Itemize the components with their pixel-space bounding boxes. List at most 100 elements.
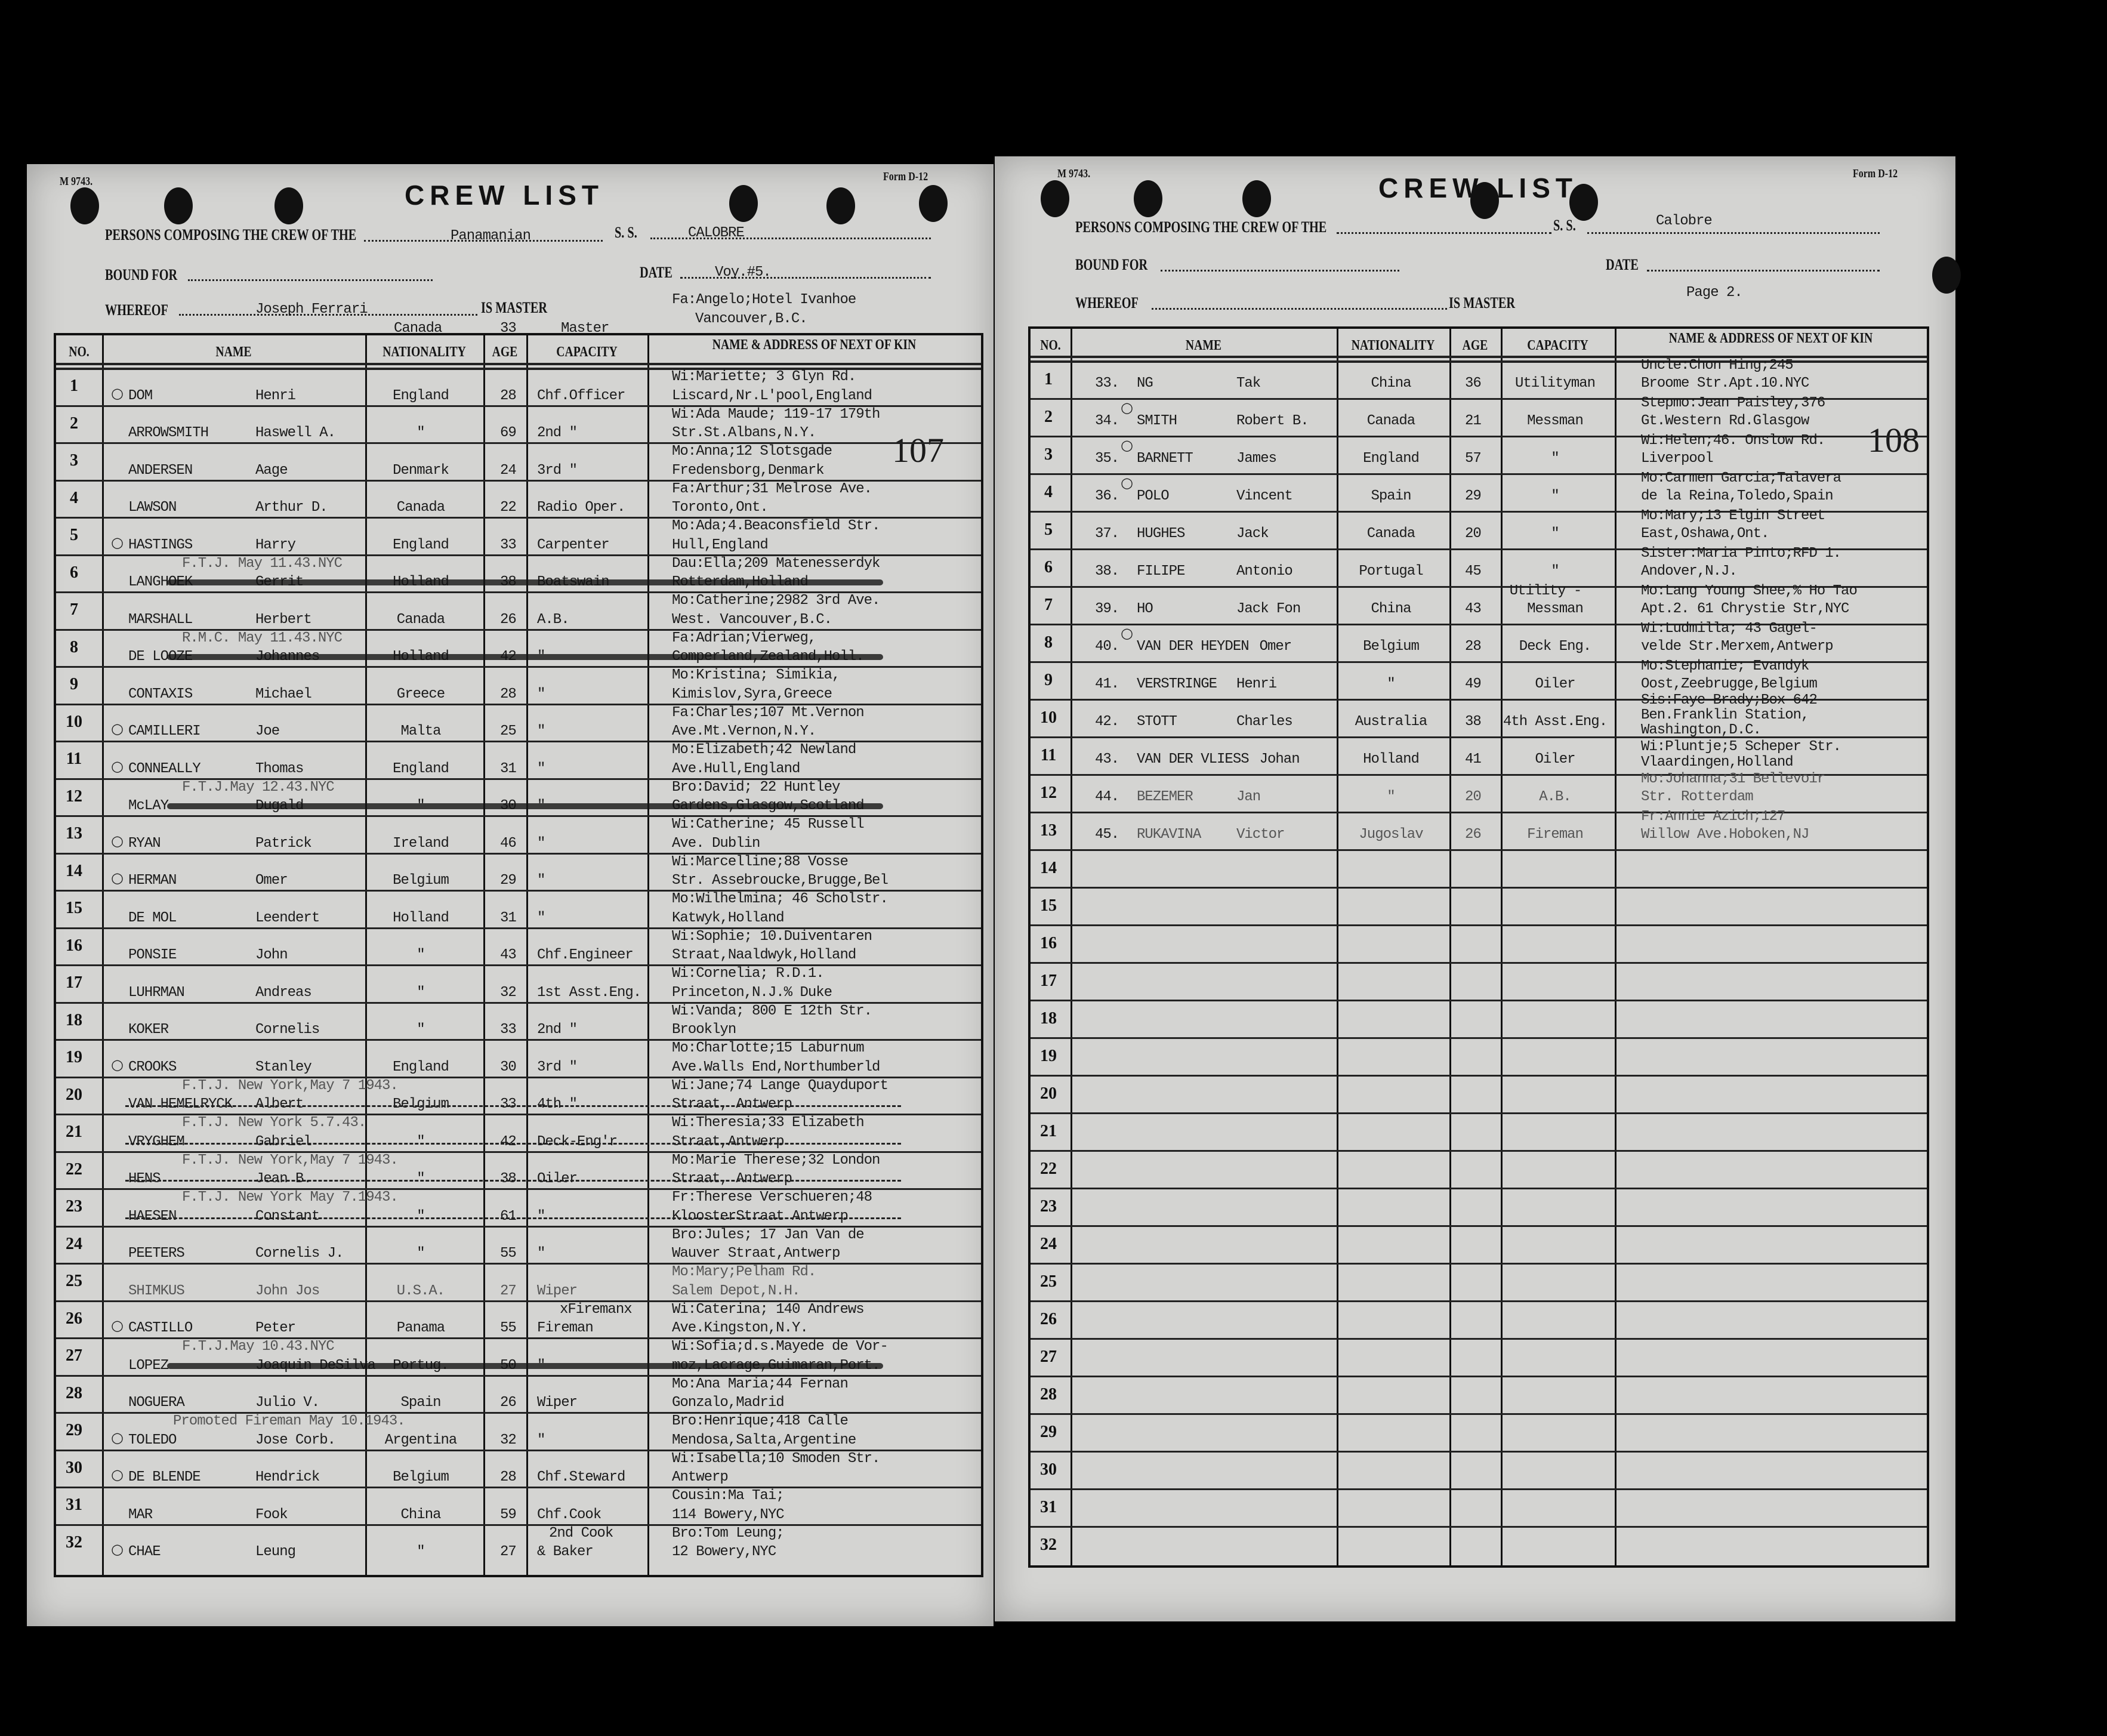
next-of-kin-name: Wi:Jane;74 Lange Quayduport: [672, 1077, 889, 1094]
crew-annotation: F.T.J. May 11.43.NYC: [182, 555, 343, 572]
crew-nationality: Belgium: [393, 872, 449, 889]
crew-sequence-number: 36.: [1095, 488, 1119, 504]
crew-nationality: Argentina: [384, 1432, 458, 1448]
crew-sequence-number: 44.: [1095, 789, 1119, 805]
crew-nationality: Spain: [1371, 488, 1411, 504]
row-number: 13: [1040, 821, 1057, 840]
crew-given-name: Julio V.: [255, 1395, 320, 1411]
row-number: 12: [66, 787, 82, 806]
crew-surname: STOTT: [1137, 714, 1177, 730]
row-rule: [56, 1114, 981, 1115]
form-number: M 9743.: [60, 175, 93, 188]
row-rule: [56, 1188, 981, 1190]
row-rule: [56, 1076, 981, 1078]
punch-hole: [70, 187, 99, 224]
whereof-label: WHEREOF: [105, 301, 168, 319]
next-of-kin-name: Uncle:Chon Hing;245: [1641, 357, 1794, 374]
row-rule: [56, 741, 981, 742]
row-rule: [56, 1337, 981, 1339]
row-rule: [1031, 398, 1927, 400]
column-header-next-of-kin: NAME & ADDRESS OF NEXT OF KIN: [712, 337, 917, 353]
row-rule: [56, 1001, 981, 1004]
row-rule: [1031, 1413, 1927, 1415]
next-of-kin-address: Ave.Hull,England: [672, 760, 800, 777]
row-number: 21: [1040, 1121, 1057, 1140]
row-number: 10: [66, 712, 82, 731]
crew-sequence-number: 35.: [1095, 451, 1119, 467]
crew-age: 25: [500, 723, 517, 739]
column-header-next-of-kin: NAME & ADDRESS OF NEXT OF KIN: [1668, 331, 1873, 346]
row-number: 10: [1040, 708, 1057, 727]
crew-surname: BEZEMER: [1137, 789, 1193, 805]
crew-nationality: Belgium: [1363, 639, 1420, 655]
crew-capacity: 3rd ": [537, 462, 578, 479]
crew-capacity: ": [1551, 563, 1559, 579]
crew-capacity: Carpenter: [537, 536, 610, 553]
crew-given-name: Antonio: [1236, 563, 1293, 579]
crew-capacity: A.B.: [1539, 789, 1572, 805]
next-of-kin-address: 114 Bowery,NYC: [672, 1506, 785, 1523]
crew-given-name: Victor: [1236, 827, 1285, 843]
crew-capacity: Oiler: [1535, 751, 1575, 767]
crew-age: 28: [500, 387, 517, 404]
row-rule: [1031, 511, 1927, 513]
strike-through-dashed: [125, 1142, 901, 1145]
row-number: 22: [1040, 1159, 1057, 1178]
row-number: 30: [1040, 1460, 1057, 1479]
next-of-kin-address: Gt.Western Rd.Glasgow: [1641, 413, 1809, 429]
row-number: 9: [1044, 670, 1053, 689]
row-number: 6: [70, 563, 78, 582]
crew-given-name: Jean B.: [255, 1171, 312, 1187]
next-of-kin-name: Wi:Helen;46. Onslow Rd.: [1641, 433, 1825, 449]
column-header-no: NO.: [69, 344, 90, 360]
next-of-kin-address: de la Reina,Toledo,Spain: [1641, 488, 1834, 504]
crew-age: 32: [500, 1432, 517, 1448]
crew-sequence-number: 42.: [1095, 714, 1119, 730]
punch-hole: [1569, 184, 1598, 221]
crew-sequence-number: 38.: [1095, 563, 1119, 579]
next-of-kin-address: 12 Bowery,NYC: [672, 1544, 776, 1560]
crew-given-name: Henri: [255, 387, 296, 404]
row-rule: [1031, 736, 1927, 738]
row-number: 24: [1040, 1234, 1057, 1253]
row-rule: [56, 927, 981, 929]
crew-surname: MAR: [128, 1506, 153, 1523]
crew-nationality: England: [393, 387, 449, 404]
crew-surname: SMITH: [1137, 413, 1177, 429]
row-rule: [1031, 548, 1927, 550]
crew-given-name: Patrick: [255, 835, 312, 852]
crew-given-name: Joe: [255, 723, 280, 739]
crew-given-name: Cornelis: [255, 1022, 320, 1038]
row-number: 22: [66, 1160, 82, 1179]
crew-surname: McLAY: [128, 798, 169, 814]
row-number: 13: [66, 824, 82, 843]
next-of-kin-address: Ave.Walls End,Northumberld: [672, 1059, 880, 1075]
row-number: 15: [66, 899, 82, 918]
next-of-kin-name: Mo:Carmen Garcia;Talavera: [1641, 470, 1841, 486]
crew-surname: RUKAVINA: [1137, 827, 1201, 843]
crew-age: 20: [1465, 526, 1482, 542]
crew-sequence-number: 41.: [1095, 676, 1119, 692]
crew-sequence-number: 39.: [1095, 601, 1119, 617]
next-of-kin-address: Ave.Kingston,N.Y.: [672, 1320, 809, 1336]
next-of-kin-name: Mo:Marie Therese;32 London: [672, 1152, 880, 1168]
crew-surname: CONTAXIS: [128, 686, 193, 702]
row-rule: [1031, 699, 1927, 701]
crew-capacity-line1: 2nd Cook: [549, 1525, 613, 1541]
crew-nationality: England: [1363, 451, 1420, 467]
next-of-kin-address: Str. Assebroucke,Brugge,Bel: [672, 872, 889, 889]
crew-age: 55: [500, 1245, 517, 1262]
crew-capacity: ": [1551, 526, 1559, 542]
crew-age: 29: [500, 872, 517, 889]
crew-surname: KOKER: [128, 1022, 169, 1038]
punch-hole: [919, 185, 948, 222]
next-of-kin-address: Katwyk,Holland: [672, 909, 785, 926]
crew-nationality: China: [1371, 601, 1411, 617]
crew-nationality: Portugal: [1359, 563, 1423, 579]
crew-nationality: China: [400, 1506, 441, 1523]
punch-hole: [1470, 182, 1499, 219]
crew-capacity-line1: Utility -: [1509, 583, 1582, 599]
check-mark-circle: ○: [111, 534, 124, 551]
next-of-kin-address: Andover,N.J.: [1641, 563, 1738, 579]
